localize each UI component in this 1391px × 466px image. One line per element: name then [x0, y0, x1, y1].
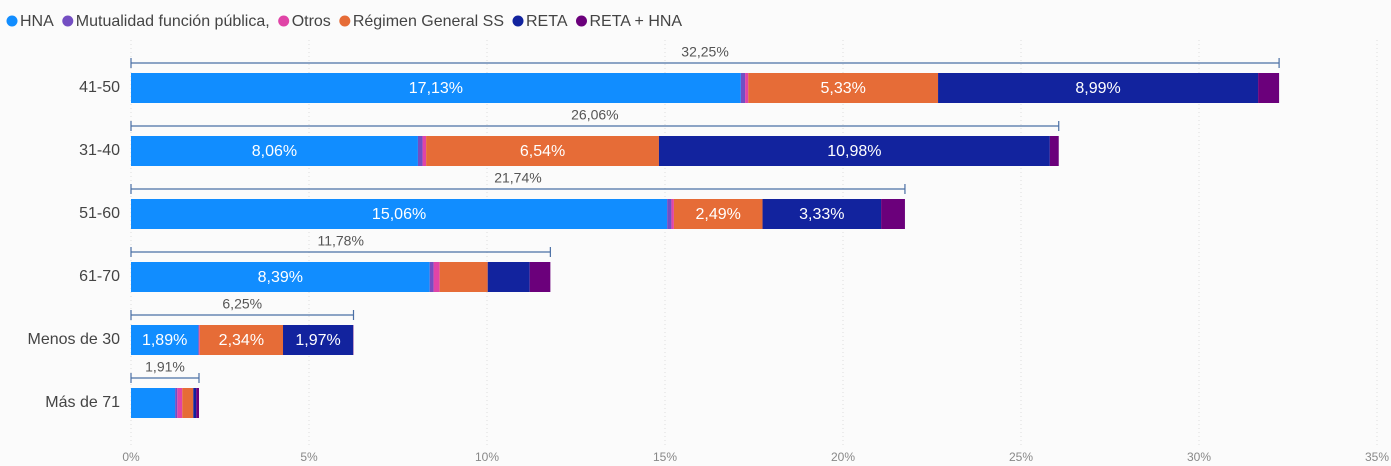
bar-segment: [487, 262, 530, 292]
legend-dot: [62, 15, 74, 27]
bar-segment: [131, 136, 418, 166]
value-label: 8,39%: [258, 269, 303, 286]
bar-segment: [1049, 136, 1059, 166]
legend-label: Mutualidad función pública,: [76, 13, 270, 30]
bar-segment: [881, 199, 905, 229]
value-label: 15,06%: [372, 206, 426, 223]
bar-segment: [529, 262, 551, 292]
legend-label: Régimen General SS: [353, 13, 504, 30]
bar-segment: [671, 199, 674, 229]
bar-segment: [196, 388, 199, 418]
legend-dot: [278, 15, 290, 27]
x-tick-label: 15%: [653, 450, 677, 464]
legend-label: HNA: [20, 13, 54, 30]
bar-segment: [131, 388, 176, 418]
bar-segment: [740, 73, 746, 103]
bar-segment: [426, 136, 659, 166]
bar-segment: [748, 73, 939, 103]
bar-segment: [422, 136, 427, 166]
category-label: 31-40: [79, 142, 120, 159]
value-label: 2,34%: [219, 332, 264, 349]
bar-segment: [762, 199, 882, 229]
legend-dot: [575, 15, 587, 27]
x-tick-label: 30%: [1187, 450, 1211, 464]
bar-segment: [417, 136, 423, 166]
bar-segment: [177, 388, 183, 418]
total-label: 11,78%: [317, 233, 363, 249]
bar-segment: [745, 73, 749, 103]
legend-label: RETA: [526, 13, 568, 30]
bar-segment: [131, 73, 741, 103]
legend-dot: [6, 15, 18, 27]
value-label: 1,89%: [142, 332, 187, 349]
category-label: 51-60: [79, 205, 120, 222]
category-label: 41-50: [79, 79, 120, 96]
total-label: 1,91%: [145, 359, 185, 375]
x-tick-label: 10%: [475, 450, 499, 464]
bar-segment: [182, 388, 194, 418]
bar-segment: [131, 325, 199, 355]
category-label: Más de 71: [45, 394, 120, 411]
bar-segment: [658, 136, 1050, 166]
bar-segment: [198, 325, 199, 355]
legend-dot: [512, 15, 524, 27]
category-label: Menos de 30: [27, 331, 120, 348]
value-label: 8,99%: [1075, 80, 1120, 97]
bar-segment: [175, 388, 178, 418]
x-tick-label: 35%: [1365, 450, 1389, 464]
value-label: 3,33%: [799, 206, 844, 223]
value-label: 10,98%: [827, 143, 881, 160]
bar-segment: [1258, 73, 1280, 103]
bar-segment: [673, 199, 763, 229]
x-tick-label: 0%: [122, 450, 140, 464]
bar-segment: [199, 325, 284, 355]
legend-dot: [339, 15, 351, 27]
category-label: 61-70: [79, 268, 120, 285]
x-tick-label: 20%: [831, 450, 855, 464]
value-label: 8,06%: [252, 143, 297, 160]
bar-segment: [193, 388, 197, 418]
total-label: 6,25%: [222, 296, 262, 312]
bar-segment: [439, 262, 488, 292]
total-label: 26,06%: [571, 107, 618, 123]
total-label: 21,74%: [494, 170, 541, 186]
bar-segment: [429, 262, 434, 292]
bar-segment: [131, 262, 430, 292]
legend-label: RETA + HNA: [589, 13, 682, 30]
x-tick-label: 5%: [300, 450, 318, 464]
value-label: 6,54%: [520, 143, 565, 160]
bar-segment: [433, 262, 440, 292]
bar-segment: [131, 199, 668, 229]
value-label: 2,49%: [696, 206, 741, 223]
bar-segment: [938, 73, 1259, 103]
value-label: 1,97%: [295, 332, 340, 349]
total-label: 32,25%: [681, 44, 728, 60]
legend-label: Otros: [292, 13, 331, 30]
value-label: 17,13%: [409, 80, 463, 97]
x-tick-label: 25%: [1009, 450, 1033, 464]
value-label: 5,33%: [820, 80, 865, 97]
bar-segment: [667, 199, 672, 229]
bar-segment: [283, 325, 354, 355]
bar-segment: [198, 325, 200, 355]
